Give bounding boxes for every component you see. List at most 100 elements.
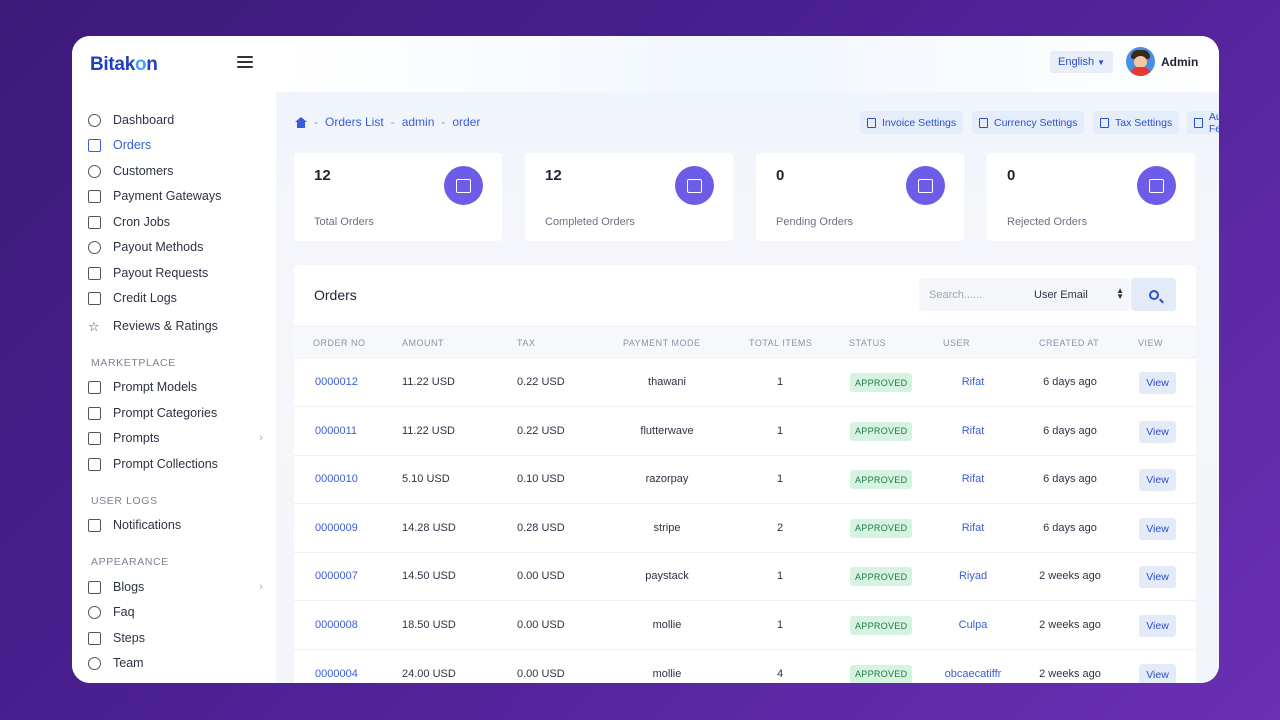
sidebar: Bitakon Dashboard Orders Customers Payme… (72, 36, 276, 683)
language-select[interactable]: English ▼ (1050, 51, 1113, 73)
customers-icon (88, 164, 101, 178)
order-number-link[interactable]: 0000011 (315, 424, 358, 437)
calendar-icon (88, 215, 101, 229)
breadcrumb-orders-list[interactable]: Orders List (325, 115, 384, 129)
notification-icon (88, 518, 101, 532)
order-amount: 5.10 USD (402, 473, 450, 486)
prompts-icon (88, 431, 101, 445)
view-button[interactable]: View (1139, 615, 1176, 637)
payout-request-icon (88, 266, 101, 280)
order-number-link[interactable]: 0000012 (315, 376, 358, 388)
user-link[interactable]: Rifat (961, 521, 985, 534)
categories-icon (88, 406, 101, 420)
author-fee-icon (1194, 117, 1203, 128)
search-input[interactable] (919, 278, 1024, 311)
view-button[interactable]: View (1139, 372, 1176, 394)
total-items: 2 (776, 521, 784, 534)
avatar[interactable] (1126, 47, 1155, 76)
order-tax: 0.22 USD (517, 424, 565, 437)
total-items: 1 (776, 619, 784, 631)
sidebar-item-payout-methods[interactable]: Payout Methods (88, 238, 263, 256)
stat-pending-orders: 0 Pending Orders (756, 153, 964, 241)
sidebar-item-blogs[interactable]: Blogs › (88, 578, 263, 596)
sidebar-item-payment-gateways[interactable]: Payment Gateways (88, 187, 263, 205)
stat-rejected-orders: 0 Rejected Orders (987, 153, 1195, 241)
view-button[interactable]: View (1139, 420, 1176, 443)
order-amount: 14.50 USD (402, 570, 456, 583)
search-filter-select[interactable]: User Email ▲ ▼ (1034, 286, 1124, 301)
section-marketplace: MARKETPLACE (91, 357, 176, 369)
table-row: 0000010 5.10 USD 0.10 USD razorpay 1 APPROVED… (294, 456, 1196, 505)
section-user-logs: USER LOGS (91, 495, 158, 507)
breadcrumb-admin[interactable]: admin (401, 115, 435, 129)
total-items: 1 (776, 424, 784, 437)
bank-icon (88, 189, 101, 203)
status-badge: APPROVED (850, 470, 913, 490)
user-link[interactable]: Rifat (961, 424, 985, 437)
sidebar-item-customers[interactable]: Customers (88, 162, 263, 180)
blog-icon (88, 580, 101, 594)
sidebar-item-orders[interactable]: Orders (88, 136, 263, 154)
tax-icon (1100, 117, 1109, 128)
status-badge: APPROVED (850, 373, 913, 392)
table-row: 0000009 14.28 USD 0.28 USD stripe 2 APPROVED R… (294, 505, 1196, 553)
sidebar-item-reviews[interactable]: ☆ Reviews & Ratings (88, 318, 218, 334)
home-icon[interactable] (294, 116, 307, 128)
table-row: 0000004 24.00 USD 0.00 USD mollie 4 APPROVED o… (294, 651, 1196, 683)
user-link[interactable]: Culpa (958, 619, 988, 631)
folder-x-icon (1137, 166, 1176, 205)
order-number-link[interactable]: 0000007 (315, 570, 358, 583)
order-number-link[interactable]: 0000009 (315, 521, 358, 534)
sidebar-item-notifications[interactable]: Notifications (88, 516, 263, 534)
sidebar-item-prompt-collections[interactable]: Prompt Collections (88, 455, 263, 473)
orders-title: Orders (314, 287, 357, 303)
created-at: 6 days ago (1043, 376, 1097, 388)
menu-toggle-icon[interactable] (237, 56, 253, 70)
view-button[interactable]: View (1139, 663, 1176, 683)
total-items: 1 (776, 473, 784, 486)
order-amount: 24.00 USD (402, 667, 456, 680)
sidebar-item-prompts[interactable]: Prompts › (88, 429, 263, 447)
table-row: 0000012 11.22 USD 0.22 USD thawani 1 APPROVED… (294, 359, 1196, 407)
view-button[interactable]: View (1139, 469, 1176, 492)
user-link[interactable]: Riyad (958, 570, 988, 583)
order-number-link[interactable]: 0000010 (315, 473, 358, 486)
table-row: 0000011 11.22 USD 0.22 USD flutterwave 1 APPR… (294, 408, 1196, 456)
author-fee-button[interactable]: Author Fee (1187, 111, 1219, 135)
view-button[interactable]: View (1139, 566, 1176, 589)
logo[interactable]: Bitakon (90, 54, 158, 75)
order-tax: 0.28 USD (517, 521, 565, 534)
sidebar-item-dashboard[interactable]: Dashboard (88, 111, 263, 129)
order-tax: 0.00 USD (517, 619, 565, 631)
chevron-right-icon: › (259, 432, 263, 444)
search-button[interactable] (1131, 278, 1176, 311)
calendar-clock-icon (906, 166, 945, 205)
order-number-link[interactable]: 0000008 (315, 619, 358, 631)
calendar-check-icon (675, 166, 714, 205)
user-link[interactable]: Rifat (961, 473, 985, 486)
user-link[interactable]: obcaecatiffr (944, 667, 1002, 680)
user-link[interactable]: Rifat (961, 376, 985, 388)
view-button[interactable]: View (1139, 517, 1176, 540)
stat-total-orders: 12 Total Orders (294, 153, 502, 241)
payment-mode: razorpay (645, 473, 689, 486)
search-icon (1148, 289, 1159, 300)
order-amount: 18.50 USD (402, 619, 456, 631)
sidebar-item-credit-logs[interactable]: Credit Logs (88, 289, 263, 307)
main-content: English ▼ Admin - Orders List - admin - o… (276, 36, 1219, 683)
tax-settings-button[interactable]: Tax Settings (1093, 111, 1180, 134)
sidebar-item-cron-jobs[interactable]: Cron Jobs (88, 213, 263, 231)
sidebar-item-team[interactable]: Team (88, 654, 263, 672)
order-number-link[interactable]: 0000004 (315, 667, 358, 680)
sidebar-item-steps[interactable]: Steps (88, 629, 263, 647)
sidebar-item-faq[interactable]: Faq (88, 603, 263, 621)
admin-name[interactable]: Admin (1161, 55, 1199, 69)
sidebar-item-payout-requests[interactable]: Payout Requests (88, 264, 263, 282)
currency-settings-button[interactable]: Currency Settings (972, 111, 1085, 134)
invoice-settings-button[interactable]: Invoice Settings (860, 111, 964, 134)
sidebar-item-prompt-categories[interactable]: Prompt Categories (88, 404, 263, 422)
sidebar-item-prompt-models[interactable]: Prompt Models (88, 378, 263, 396)
created-at: 6 days ago (1043, 521, 1097, 534)
status-badge: APPROVED (850, 421, 913, 441)
status-badge: APPROVED (850, 567, 913, 587)
